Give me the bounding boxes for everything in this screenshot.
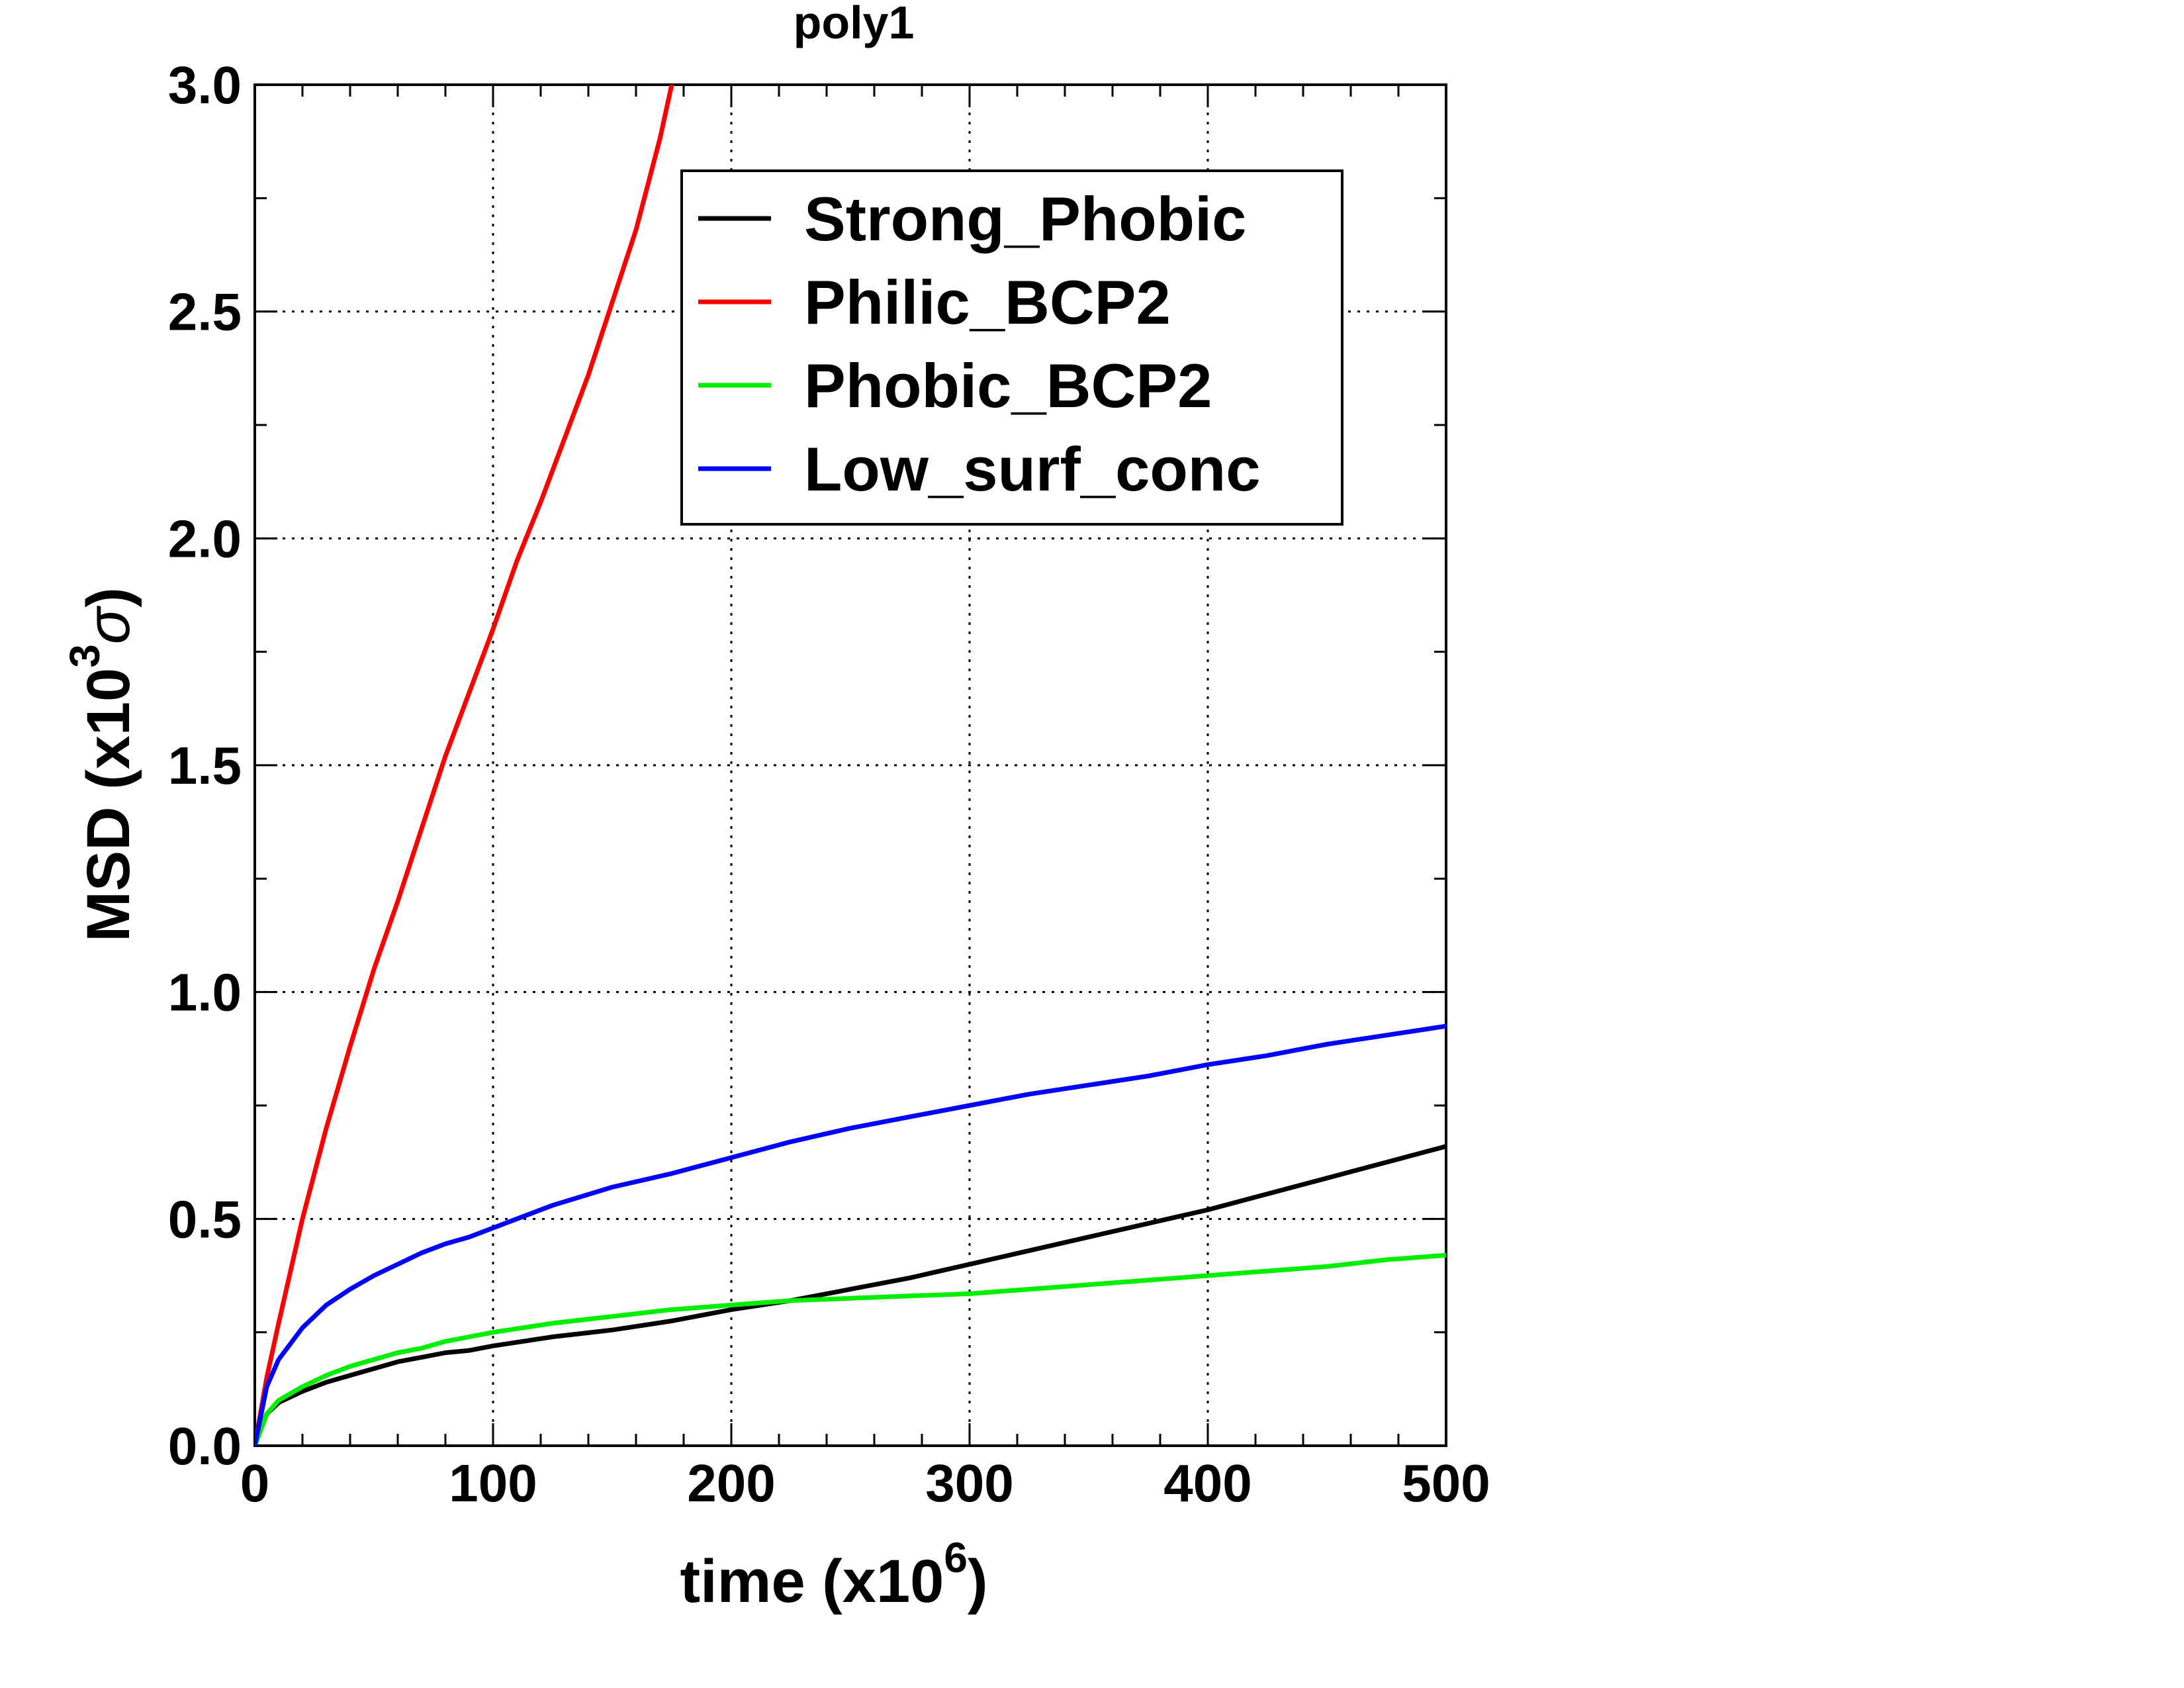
- y-axis-label-sigma: σ: [75, 605, 142, 644]
- x-tick-label: 300: [925, 1454, 1013, 1513]
- x-tick-label: 200: [687, 1454, 775, 1513]
- y-tick-label: 1.0: [168, 963, 242, 1022]
- x-tick-label: 100: [449, 1454, 537, 1513]
- series-line-low-surf-conc: [255, 1023, 1446, 1446]
- tick-labels: 0 100 200 300 400 500 0.0 0.5 1.0 1.5 2.0 2.5 3.0: [168, 56, 1490, 1513]
- series-line-phobic-bcp2: [255, 1252, 1446, 1446]
- y-axis-label: MSD (x103σ): [61, 587, 142, 942]
- x-axis-label-close: ): [968, 1548, 988, 1615]
- y-axis-label-exponent: 3: [61, 644, 109, 668]
- y-tick-label: 1.5: [168, 736, 242, 795]
- legend-box: [680, 169, 1343, 526]
- y-tick-label: 3.0: [168, 56, 242, 115]
- y-tick-label: 0.0: [168, 1417, 242, 1476]
- x-tick-label: 0: [240, 1454, 270, 1513]
- y-tick-label: 2.5: [168, 283, 242, 342]
- x-tick-label: 400: [1163, 1454, 1251, 1513]
- y-tick-label: 0.5: [168, 1190, 242, 1248]
- series-line-strong-phobic: [255, 1144, 1446, 1446]
- y-axis-label-close: ): [75, 587, 142, 608]
- x-axis-label: time (x106): [680, 1534, 987, 1615]
- series-line-philic-bcp2: [255, 85, 674, 1446]
- legend-entries: Strong_Phobic Philic_BCP2 Phobic_BCP2 Low_s…: [698, 184, 1261, 504]
- data-series: [255, 85, 1446, 1446]
- legend-label-phobic-bcp2: Phobic_BCP2: [804, 351, 1212, 420]
- legend-label-strong-phobic: Strong_Phobic: [804, 184, 1246, 254]
- chart-title: poly1: [794, 0, 915, 48]
- x-axis-label-main: time (x10: [680, 1548, 944, 1615]
- plot-frame: [253, 83, 1447, 1447]
- y-tick-label: 2.0: [168, 509, 242, 568]
- y-axis-label-main: MSD (x10: [75, 668, 142, 942]
- x-tick-label: 500: [1402, 1454, 1490, 1513]
- x-axis-label-exponent: 6: [944, 1534, 968, 1581]
- legend-label-philic-bcp2: Philic_BCP2: [804, 267, 1171, 337]
- legend: Strong_Phobic Philic_BCP2 Phobic_BCP2 Low_s…: [680, 169, 1343, 526]
- legend-label-low-surf-conc: Low_surf_conc: [804, 434, 1261, 504]
